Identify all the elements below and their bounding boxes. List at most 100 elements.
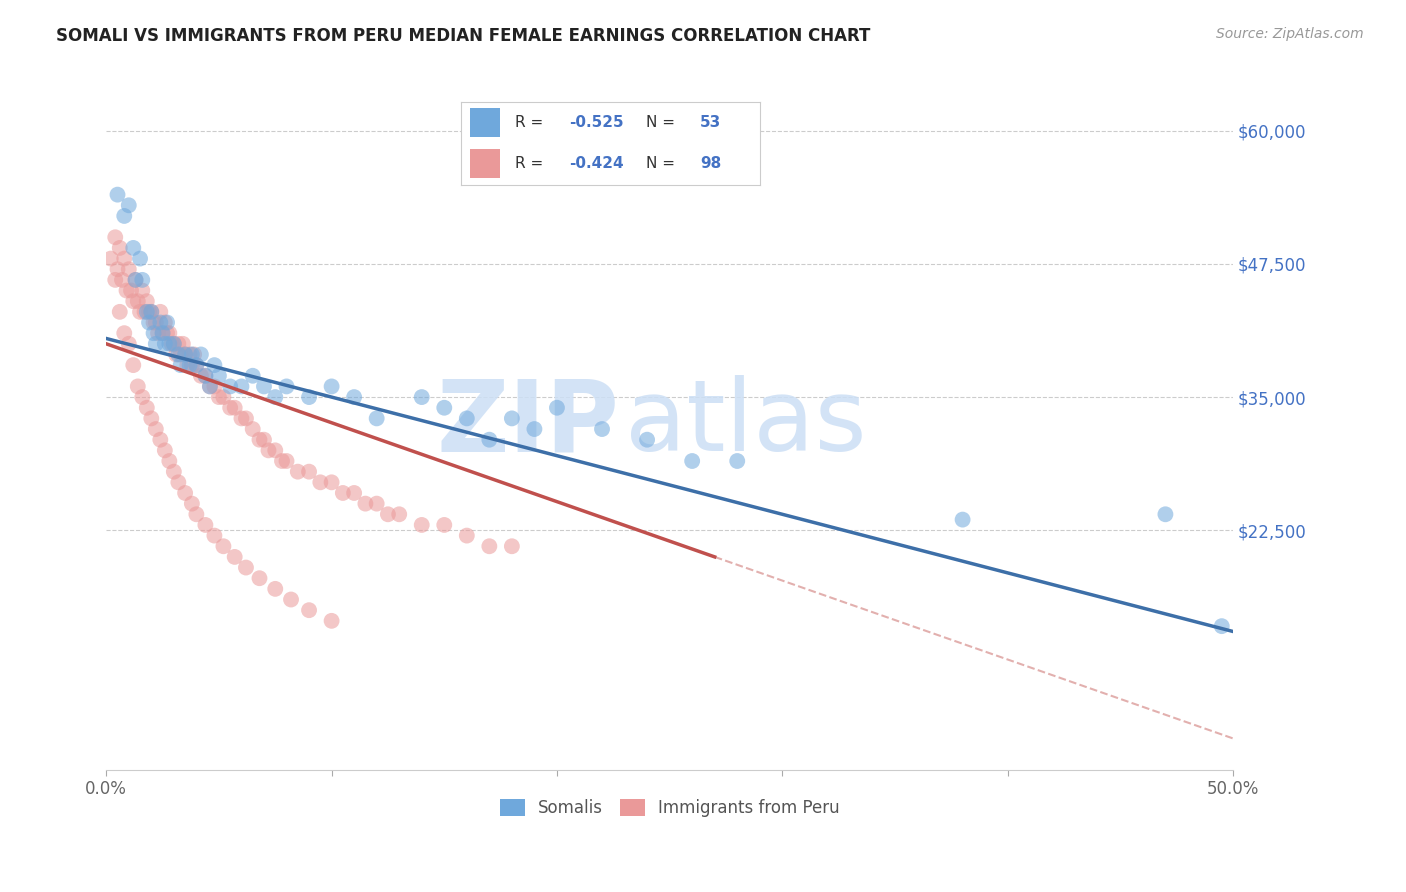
Point [142, 316, 165, 330]
Point [131, 284, 153, 298]
Point [186, 508, 208, 522]
Point [276, 454, 298, 468]
Point [122, 358, 145, 372]
Text: Source: ZipAtlas.com: Source: ZipAtlas.com [1216, 27, 1364, 41]
Point [135, 305, 157, 319]
Point [127, 294, 149, 309]
Point [163, 336, 186, 351]
Point [276, 379, 298, 393]
Point [115, 284, 138, 298]
Point [179, 358, 201, 372]
Point [366, 497, 388, 511]
Point [129, 305, 152, 319]
Point [156, 316, 179, 330]
Point [138, 316, 160, 330]
Point [242, 422, 264, 436]
Point [176, 358, 198, 372]
Point [264, 582, 287, 596]
Point [186, 358, 208, 372]
Point [149, 305, 172, 319]
Point [180, 497, 202, 511]
Point [264, 390, 287, 404]
Point [174, 486, 197, 500]
Point [160, 336, 183, 351]
Point [156, 326, 179, 340]
Point [1211, 619, 1233, 633]
Point [478, 539, 501, 553]
Point [112, 252, 135, 266]
Point [202, 528, 225, 542]
Point [332, 486, 354, 500]
Point [433, 517, 456, 532]
Point [120, 284, 142, 298]
Point [411, 517, 433, 532]
Point [190, 347, 212, 361]
Point [321, 475, 343, 490]
Point [104, 230, 127, 244]
Point [135, 401, 157, 415]
Point [165, 347, 187, 361]
Point [124, 273, 146, 287]
Point [208, 368, 231, 383]
Point [212, 390, 235, 404]
Point [194, 517, 217, 532]
Point [163, 465, 186, 479]
Point [681, 454, 703, 468]
Point [591, 422, 613, 436]
Point [174, 347, 197, 361]
Point [249, 571, 271, 585]
Point [157, 326, 180, 340]
Point [145, 316, 167, 330]
Point [108, 241, 131, 255]
Point [118, 336, 141, 351]
Point [298, 390, 321, 404]
Point [478, 433, 501, 447]
Point [107, 262, 129, 277]
Point [212, 539, 235, 553]
Point [253, 379, 276, 393]
Point [167, 347, 190, 361]
Point [111, 273, 134, 287]
Point [264, 443, 287, 458]
Point [235, 411, 257, 425]
Point [131, 273, 153, 287]
Point [377, 508, 399, 522]
Point [224, 549, 246, 564]
Point [174, 347, 197, 361]
Point [219, 401, 242, 415]
Point [280, 592, 302, 607]
Point [456, 411, 478, 425]
Point [100, 252, 122, 266]
Point [172, 336, 194, 351]
Point [149, 433, 172, 447]
Point [411, 390, 433, 404]
Point [287, 465, 309, 479]
Point [153, 316, 176, 330]
Point [253, 433, 276, 447]
Point [202, 358, 225, 372]
Point [636, 433, 658, 447]
Point [152, 326, 174, 340]
Point [183, 347, 205, 361]
Text: SOMALI VS IMMIGRANTS FROM PERU MEDIAN FEMALE EARNINGS CORRELATION CHART: SOMALI VS IMMIGRANTS FROM PERU MEDIAN FE… [56, 27, 870, 45]
Point [124, 273, 146, 287]
Point [118, 198, 141, 212]
Point [198, 379, 221, 393]
Point [235, 560, 257, 574]
Point [219, 379, 242, 393]
Point [546, 401, 568, 415]
Point [433, 401, 456, 415]
Point [179, 347, 201, 361]
Point [309, 475, 332, 490]
Point [1154, 508, 1177, 522]
Point [112, 209, 135, 223]
Point [141, 305, 163, 319]
Point [169, 347, 191, 361]
Point [257, 443, 280, 458]
Point [271, 454, 294, 468]
Point [190, 368, 212, 383]
Point [366, 411, 388, 425]
Point [104, 273, 127, 287]
Point [231, 379, 253, 393]
Point [354, 497, 377, 511]
